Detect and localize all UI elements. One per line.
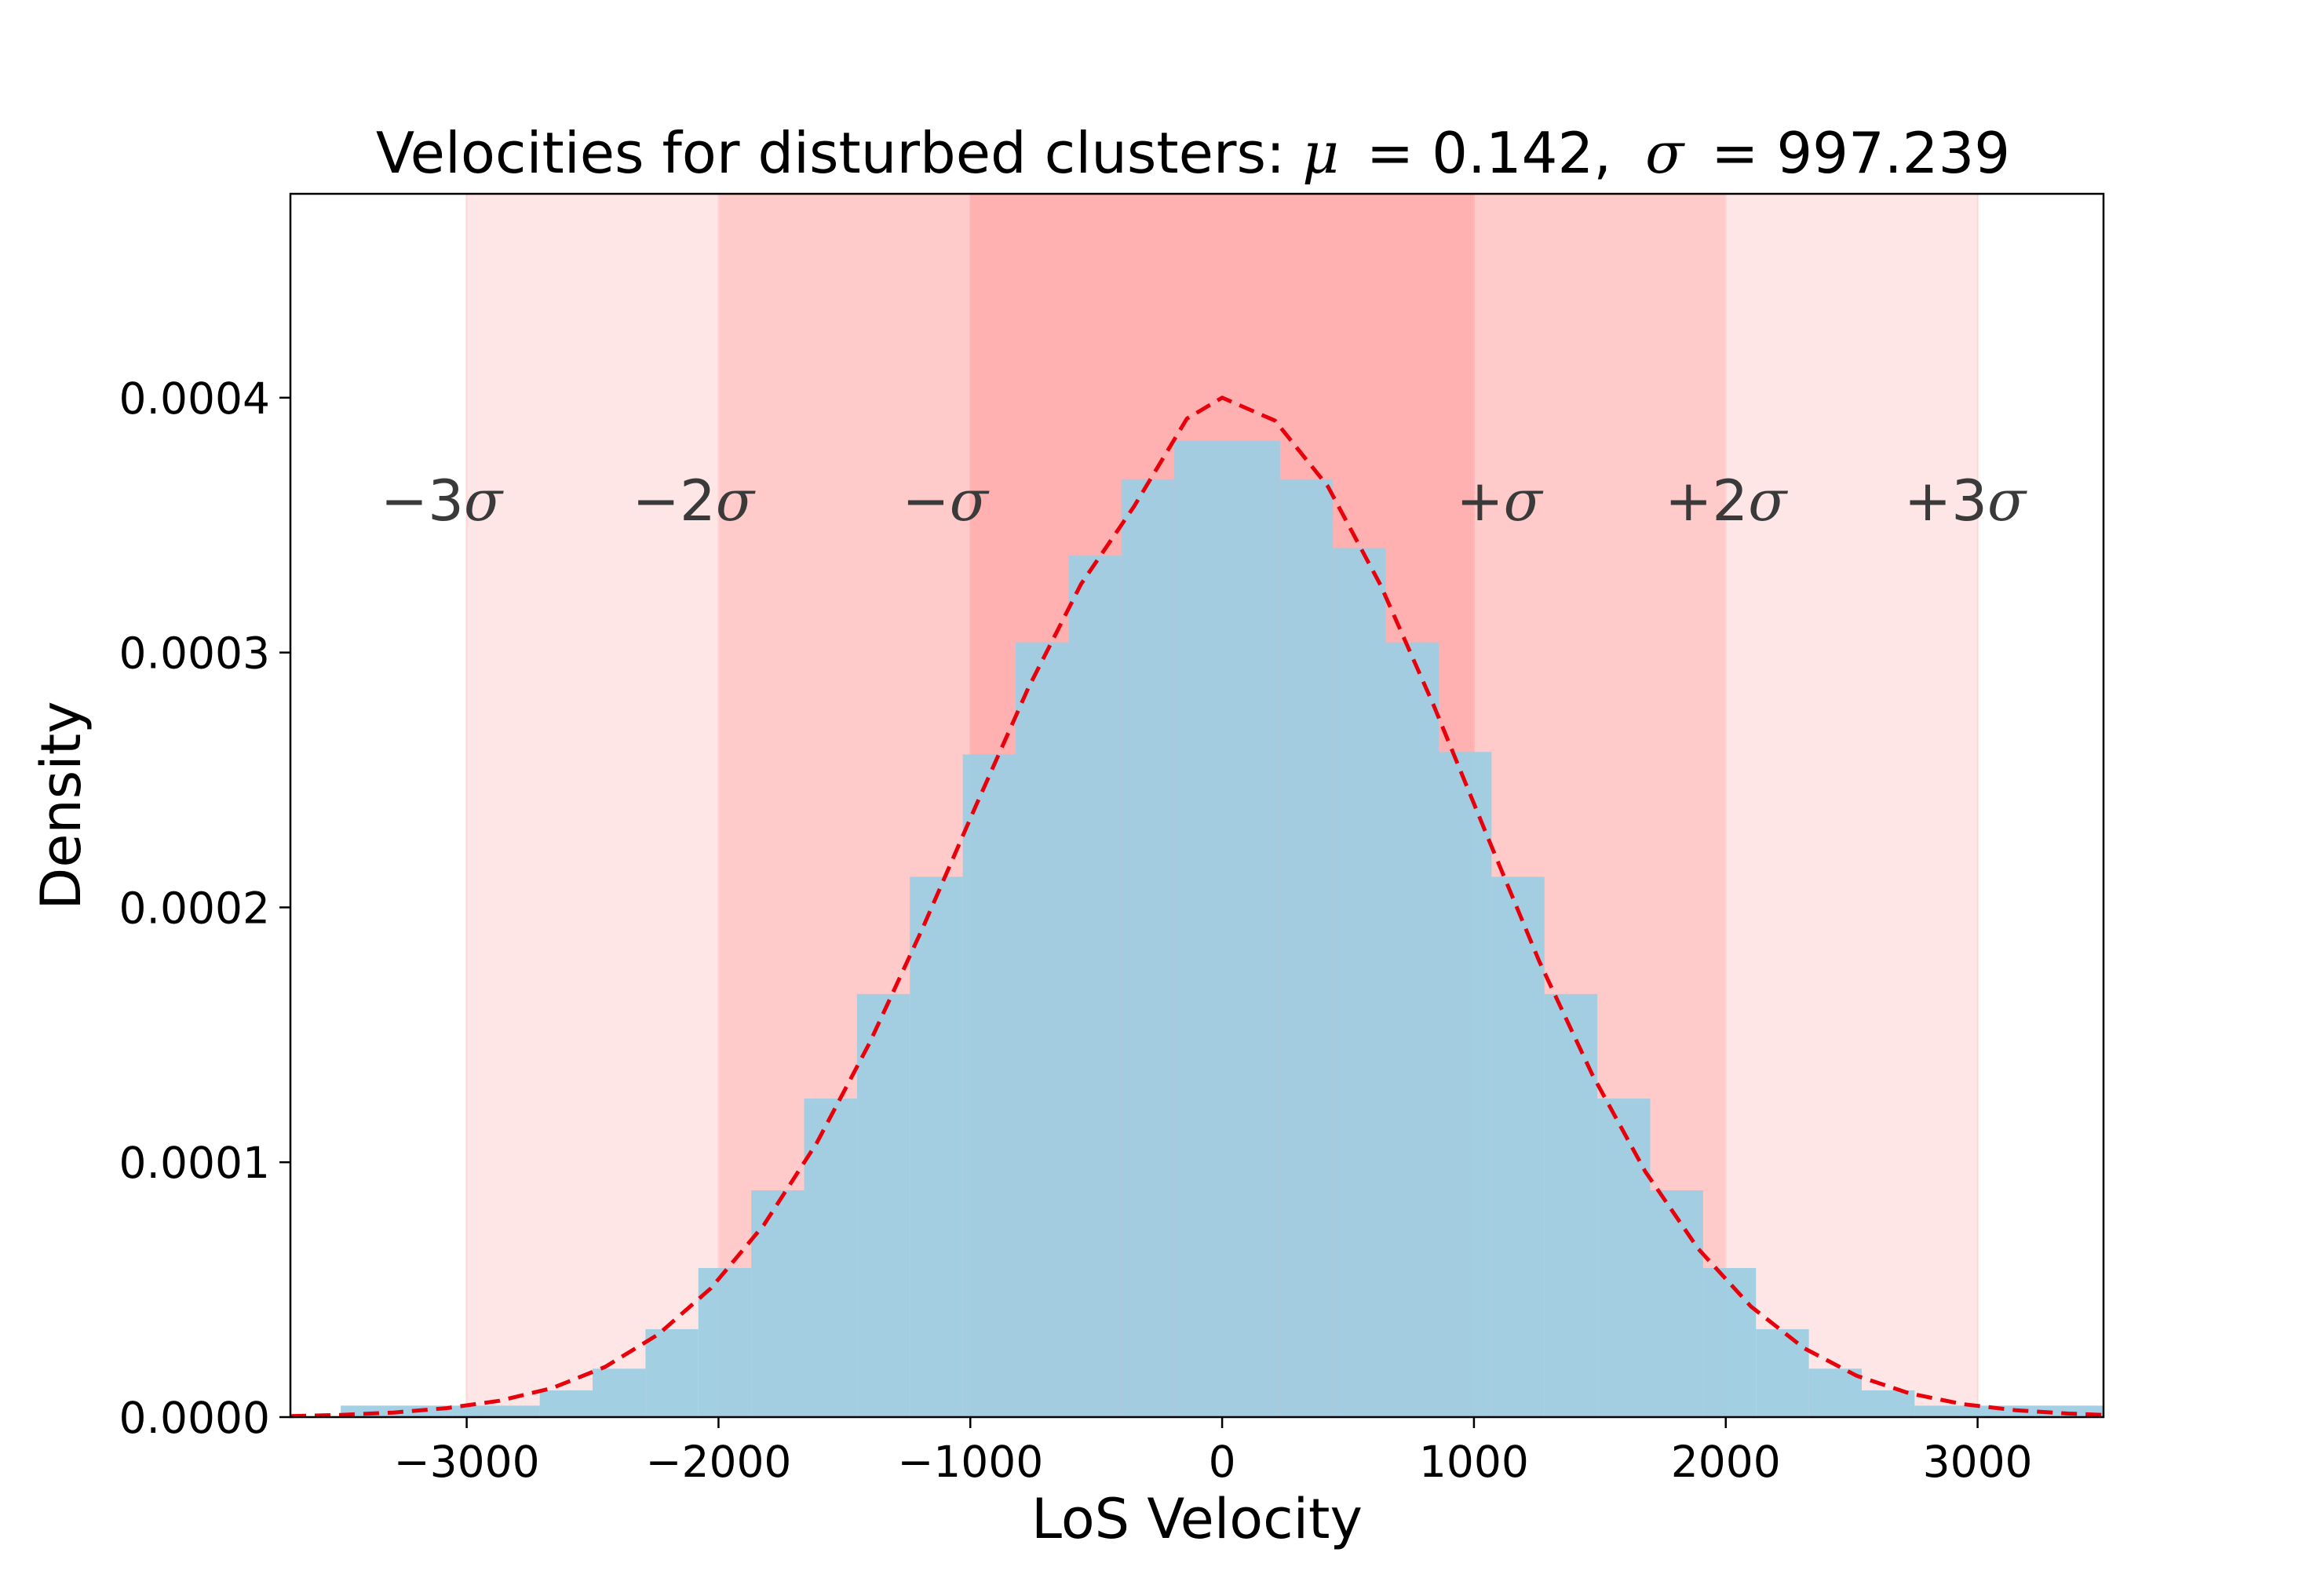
histogram-bar [1491, 876, 1545, 1417]
histogram-bar [1597, 1099, 1651, 1417]
histogram-bar [1068, 556, 1122, 1418]
title-sigma-value: 997.239 [1776, 120, 2010, 186]
y-tick-label: 0.0003 [119, 629, 270, 679]
histogram-bar [593, 1368, 646, 1417]
x-axis-ticks: −3000 −2000 −1000 0 1000 2000 3000 [394, 1417, 2033, 1487]
x-tick-label: −2000 [645, 1437, 791, 1487]
histogram-bar [962, 754, 1016, 1417]
sigma-label: +σ [1456, 468, 1543, 534]
histogram-bar [1227, 441, 1280, 1418]
histogram-bar [1279, 479, 1334, 1418]
y-axis-ticks: 0.0000 0.0001 0.0002 0.0003 0.0004 [119, 373, 290, 1443]
histogram-bar [1914, 1405, 2103, 1417]
histogram-bar [751, 1190, 805, 1417]
sigma-label: +3σ [1904, 468, 2027, 534]
sigma-band-labels: −3σ −2σ −σ +σ +2σ +3σ [381, 468, 2027, 534]
histogram-bar [1756, 1328, 1809, 1417]
plot-frame [289, 192, 2105, 1419]
chart-title: Velocities for disturbed clusters: μ = 0.… [376, 120, 2010, 186]
histogram-bar [1808, 1368, 1862, 1417]
y-tick-label: 0.0004 [119, 373, 270, 424]
x-tick-label: 1000 [1419, 1437, 1529, 1487]
gaussian-fit-line [290, 395, 2104, 1419]
histogram-bar [856, 993, 910, 1417]
histogram-bar [1333, 548, 1386, 1417]
y-tick-label: 0.0000 [119, 1393, 270, 1443]
fit-curve-layer [290, 395, 2104, 1419]
title-colon: : [1266, 120, 1285, 186]
histogram-bar [1174, 441, 1228, 1418]
title-prefix: Velocities for disturbed clusters [376, 120, 1266, 186]
histogram-bar [1650, 1190, 1703, 1417]
histogram-bar [539, 1390, 593, 1417]
x-tick-label: 2000 [1671, 1437, 1781, 1487]
sigma-label: +2σ [1665, 468, 1788, 534]
histogram-bar [645, 1328, 699, 1417]
x-tick-label: 0 [1209, 1437, 1236, 1487]
histogram-bar [910, 876, 963, 1417]
y-axis-label: Density [29, 701, 93, 909]
sigma-band-4 [1724, 193, 1979, 1418]
sigma-label: −σ [902, 468, 989, 534]
x-tick-label: 3000 [1923, 1437, 2033, 1487]
y-tick-label: 0.0002 [119, 883, 270, 933]
histogram-bar [1016, 642, 1069, 1417]
x-axis-label: LoS Velocity [1031, 1487, 1363, 1551]
histogram-bar [804, 1099, 857, 1417]
histogram-bar [1385, 642, 1439, 1417]
x-tick-label: −3000 [394, 1437, 540, 1487]
sigma-label: −2σ [633, 468, 756, 534]
title-mu-value: 0.142 [1432, 120, 1593, 186]
title-sigma-symbol: σ [1645, 120, 1685, 186]
title-mu-symbol: μ [1302, 120, 1339, 186]
y-tick-label: 0.0001 [119, 1138, 270, 1188]
sigma-band-3 [465, 193, 720, 1418]
x-tick-label: −1000 [897, 1437, 1043, 1487]
histogram-bar [1121, 479, 1175, 1418]
sigma-label: −3σ [381, 468, 504, 534]
histogram-bar [1439, 752, 1492, 1417]
histogram-bar [1862, 1390, 1915, 1417]
histogram-bar [1544, 993, 1598, 1417]
histogram-bar [1702, 1267, 1757, 1417]
